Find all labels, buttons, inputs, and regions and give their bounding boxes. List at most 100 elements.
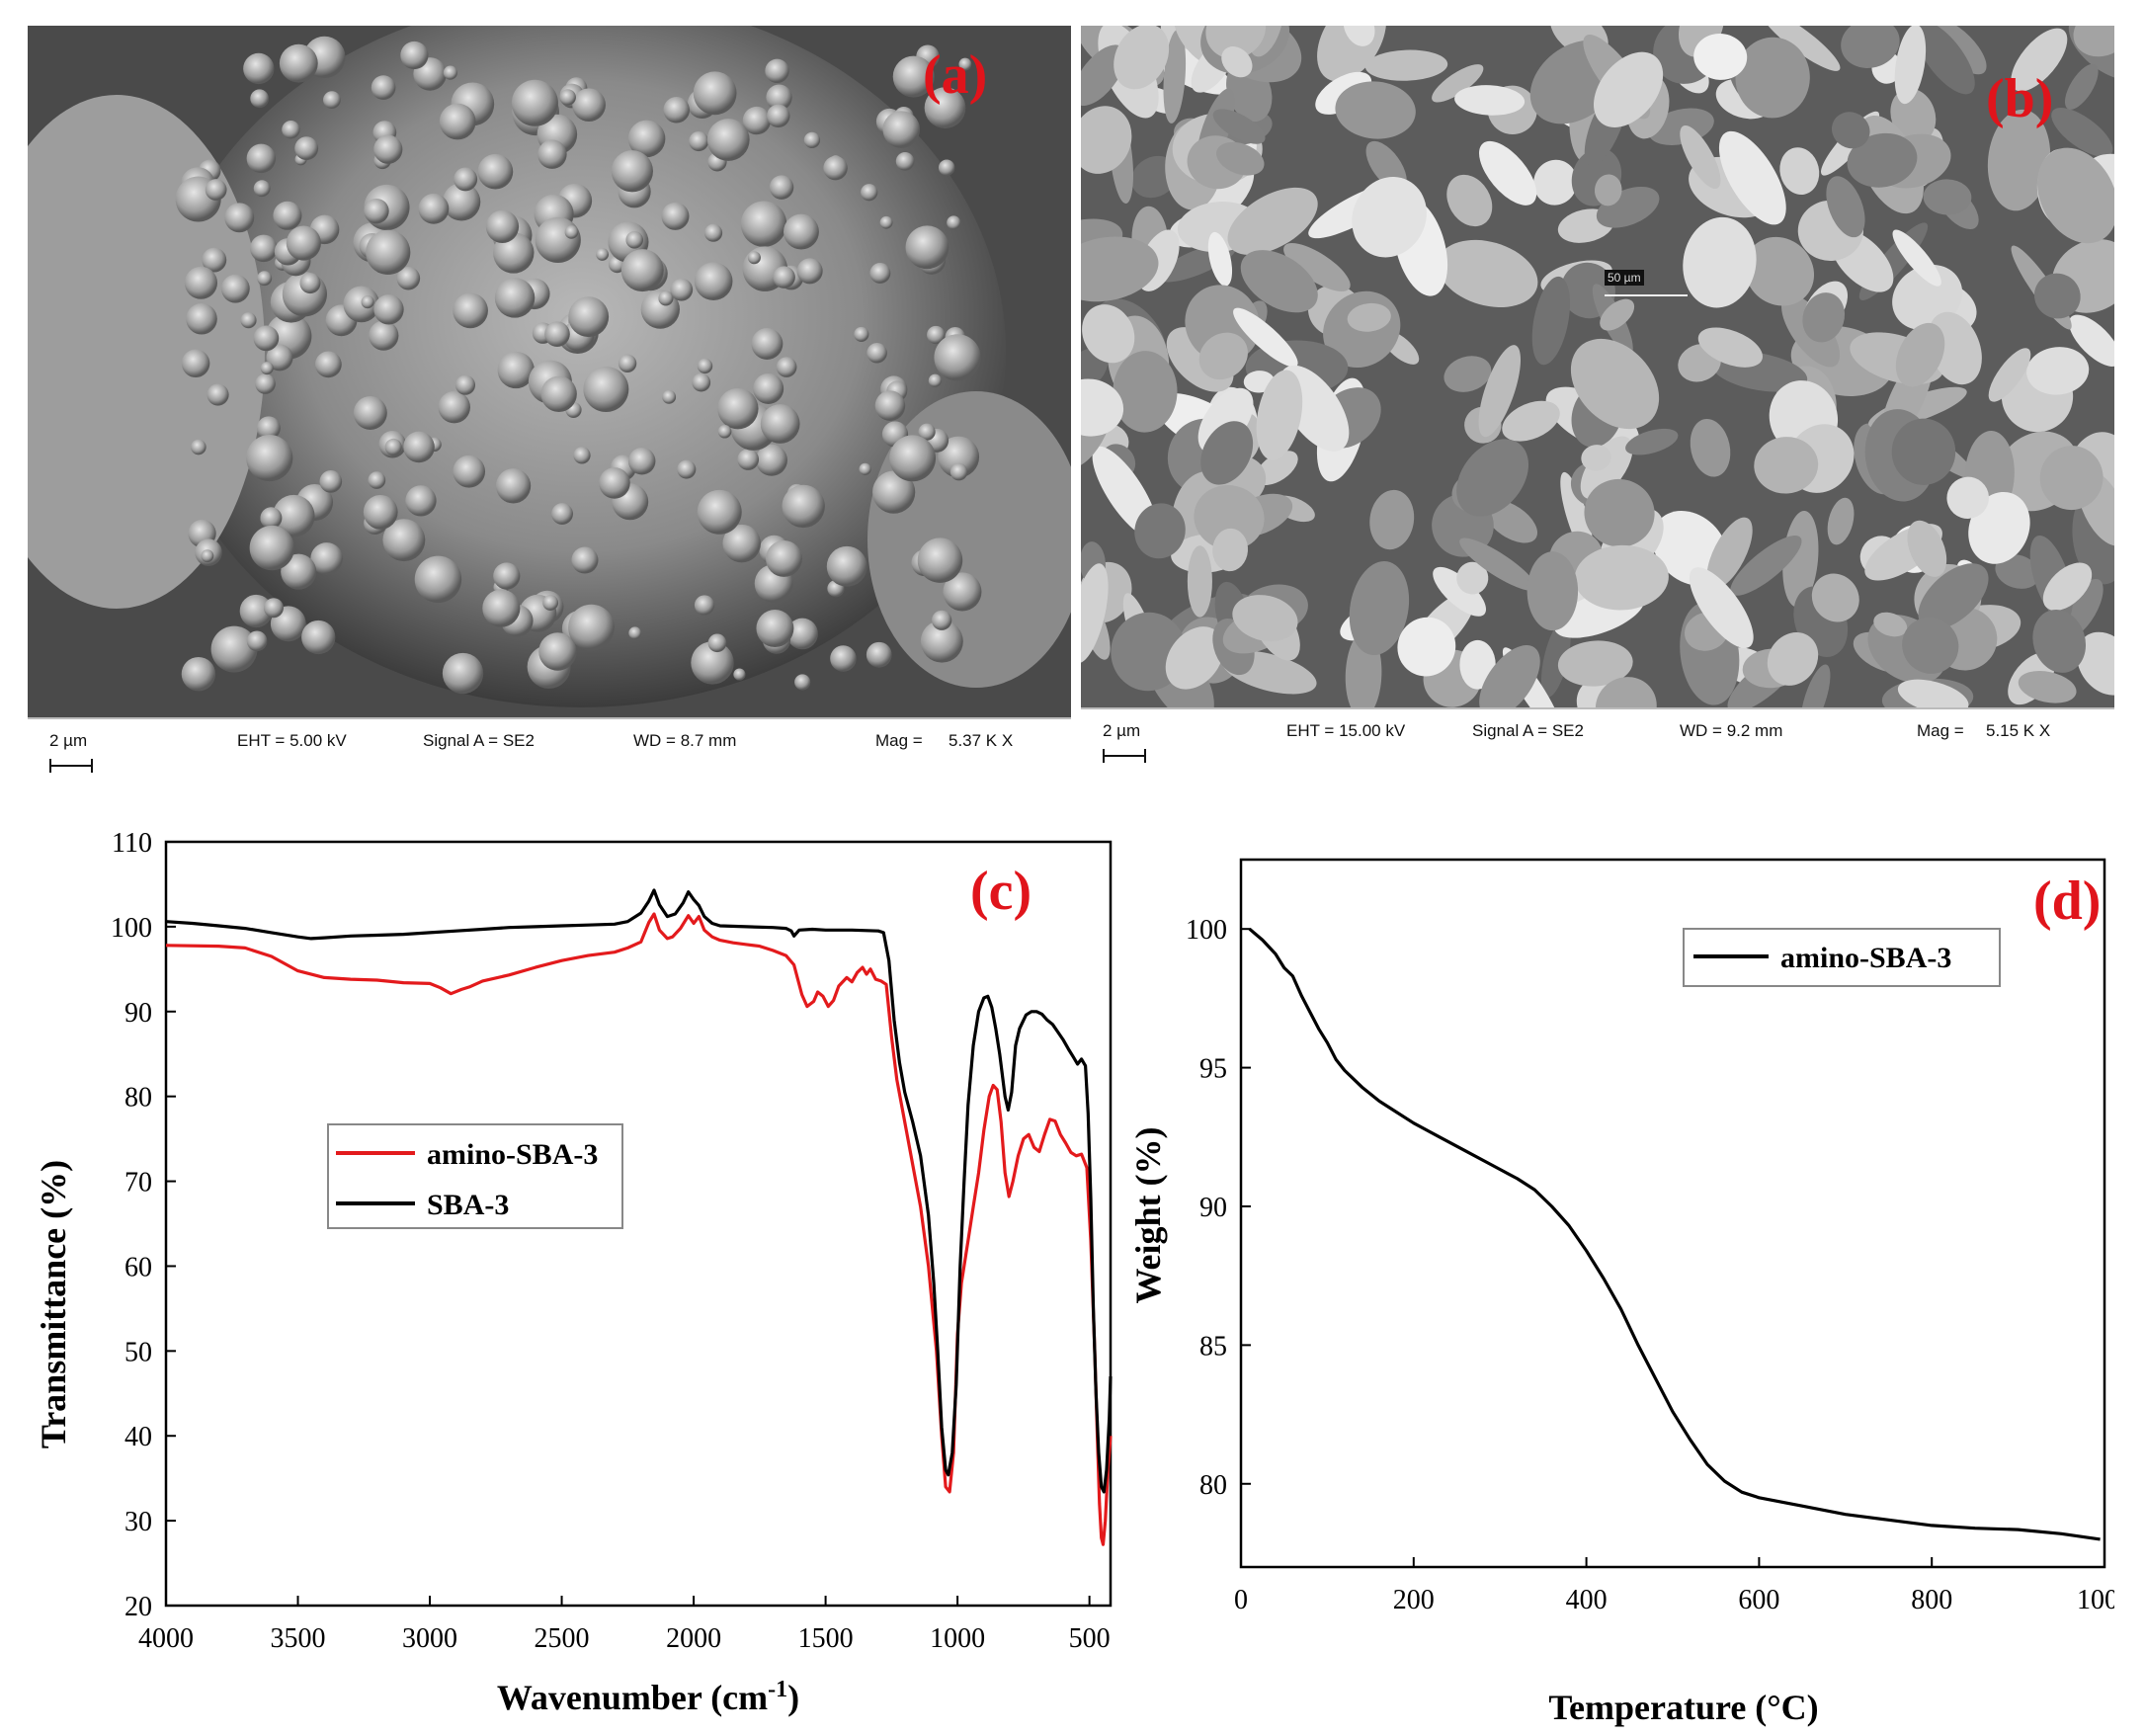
sem-flake bbox=[1895, 322, 1945, 387]
sem-particle bbox=[301, 620, 336, 655]
x-tick-label: 1500 bbox=[798, 1623, 854, 1654]
sem-flake bbox=[1891, 418, 1956, 485]
sem-flake bbox=[1574, 544, 1669, 611]
sem-particle bbox=[442, 183, 481, 221]
y-tick-label: 100 bbox=[1186, 915, 1227, 946]
sem-particle bbox=[784, 213, 819, 250]
sem-particle bbox=[571, 546, 599, 574]
sem-flake bbox=[1114, 26, 1170, 90]
x-tick-label: 1000 bbox=[2077, 1585, 2114, 1615]
sem-flake bbox=[1697, 327, 1763, 368]
sem-flake bbox=[2026, 347, 2090, 395]
sem-flake bbox=[2064, 63, 2099, 110]
y-tick-label: 110 bbox=[112, 830, 152, 859]
sem-particle bbox=[540, 375, 577, 412]
sem-flake bbox=[1221, 46, 1253, 78]
sem-particle bbox=[776, 357, 797, 377]
sem-particle bbox=[866, 343, 887, 364]
sem-flake bbox=[1212, 109, 1266, 144]
sem-flake bbox=[1902, 617, 1959, 674]
x-tick-label: 4000 bbox=[138, 1623, 194, 1654]
sem-particle bbox=[874, 390, 906, 421]
tga-y-axis-label: Weight (%) bbox=[1128, 1127, 1168, 1304]
sem-particle bbox=[257, 271, 273, 287]
y-tick-label: 20 bbox=[124, 1592, 152, 1622]
sem-flake bbox=[1165, 626, 1224, 690]
sem-particle bbox=[373, 294, 404, 325]
sem-flake bbox=[1479, 140, 1537, 206]
sem-particle bbox=[803, 131, 821, 149]
sem-particle bbox=[319, 470, 343, 493]
sem-flake bbox=[1446, 174, 1493, 227]
sem-particle bbox=[872, 470, 916, 514]
wd-b: WD = 9.2 mm bbox=[1680, 721, 1783, 740]
sem-flake bbox=[1369, 489, 1415, 550]
sem-particle bbox=[279, 43, 318, 83]
sem-flake bbox=[1454, 85, 1526, 116]
sem-flake bbox=[1233, 307, 1298, 368]
sem-particle bbox=[246, 630, 268, 652]
sem-particle bbox=[250, 234, 278, 263]
sem-particle bbox=[920, 620, 963, 663]
sem-flake bbox=[1456, 561, 1489, 595]
y-tick-label: 60 bbox=[124, 1252, 152, 1282]
sem-flake bbox=[1456, 439, 1529, 517]
sem-particle bbox=[599, 467, 630, 499]
sem-flake bbox=[1397, 617, 1456, 677]
sem-particle bbox=[568, 296, 610, 338]
sem-particle bbox=[438, 390, 470, 424]
sem-particle bbox=[861, 184, 878, 202]
sem-flake bbox=[1081, 563, 1109, 664]
y-tick-label: 100 bbox=[111, 913, 152, 944]
sem-texture-a bbox=[28, 26, 1071, 717]
sem-particle bbox=[892, 55, 935, 98]
sem-particle bbox=[568, 604, 615, 651]
sem-particle bbox=[628, 626, 642, 640]
y-tick-label: 85 bbox=[1199, 1331, 1227, 1362]
sem-particle bbox=[773, 266, 795, 289]
mag-a: 5.37 K X bbox=[949, 731, 1014, 750]
y-tick-label: 95 bbox=[1199, 1054, 1227, 1085]
sem-flake bbox=[1625, 428, 1679, 455]
sem-flake bbox=[1987, 109, 2051, 211]
sem-particle bbox=[369, 320, 399, 351]
sem-particle bbox=[596, 248, 609, 261]
sem-particle bbox=[485, 209, 520, 243]
sem-flake bbox=[2073, 26, 2114, 57]
sem-flake bbox=[1928, 311, 1982, 385]
sem-flake bbox=[1689, 567, 1754, 649]
sem-particle bbox=[453, 292, 488, 329]
x-tick-label: 3000 bbox=[402, 1623, 457, 1654]
sem-particle bbox=[396, 266, 421, 290]
sem-flake bbox=[1433, 566, 1487, 617]
sem-particle bbox=[677, 459, 697, 479]
sem-particle bbox=[918, 423, 936, 441]
sem-particle bbox=[796, 258, 823, 285]
sem-texture-b bbox=[1081, 26, 2114, 707]
sem-particle bbox=[564, 225, 579, 239]
sem-flake bbox=[1918, 563, 1989, 630]
sem-particle bbox=[917, 537, 963, 583]
sem-flake bbox=[1134, 503, 1186, 559]
sem-particle bbox=[454, 374, 476, 395]
series-line-amino-sba-3 bbox=[165, 912, 1113, 1546]
sem-particle bbox=[482, 589, 521, 627]
sem-particle bbox=[707, 633, 727, 653]
sem-particle bbox=[249, 525, 294, 571]
ftir-plot-area: 4000 3500 3000 2500 2000 1500 1000 500 20 30 40 50 6… bbox=[111, 830, 1113, 1654]
sem-particle bbox=[663, 97, 690, 124]
y-tick-label: 80 bbox=[124, 1083, 152, 1114]
sem-flake bbox=[1802, 292, 1846, 343]
sem-flake bbox=[1082, 304, 1135, 364]
sem-particle bbox=[224, 203, 255, 233]
sem-image-a: (a) 2 µm EHT = 5.00 kV Signal A = SE2 WD… bbox=[28, 26, 1071, 811]
sem-particle bbox=[742, 106, 772, 135]
sem-flake bbox=[1907, 520, 1947, 577]
sem-particle bbox=[477, 153, 514, 190]
sem-particle bbox=[181, 656, 216, 692]
sem-flake bbox=[1212, 528, 1249, 572]
sem-particle bbox=[511, 79, 558, 126]
sem-particle bbox=[544, 321, 570, 347]
sem-particle bbox=[692, 372, 711, 392]
sem-particle bbox=[206, 383, 229, 406]
